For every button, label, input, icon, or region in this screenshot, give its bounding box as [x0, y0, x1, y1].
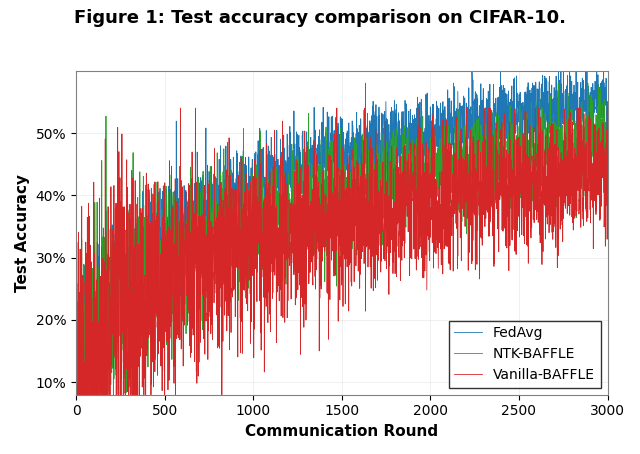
Vanilla-BAFFLE: [604, 183, 611, 188]
Vanilla-BAFFLE: [133, 202, 141, 207]
Y-axis label: Test Accuracy: Test Accuracy: [15, 174, 30, 292]
FedAvg: [276, 184, 284, 190]
NTK-BAFFLE: [72, 392, 80, 397]
Vanilla-BAFFLE: [593, 173, 601, 178]
Vanilla-BAFFLE: [276, 286, 284, 292]
Vanilla-BAFFLE: [73, 392, 81, 397]
X-axis label: Communication Round: Communication Round: [245, 424, 438, 439]
FedAvg: [300, 168, 307, 173]
Vanilla-BAFFLE: [177, 105, 184, 111]
FedAvg: [133, 252, 141, 257]
FedAvg: [72, 308, 80, 313]
Vanilla-BAFFLE: [536, 240, 544, 246]
Line: Vanilla-BAFFLE: Vanilla-BAFFLE: [76, 108, 607, 395]
FedAvg: [164, 249, 172, 254]
NTK-BAFFLE: [133, 259, 141, 265]
NTK-BAFFLE: [604, 146, 611, 151]
NTK-BAFFLE: [536, 118, 543, 123]
Vanilla-BAFFLE: [164, 280, 172, 286]
Vanilla-BAFFLE: [300, 178, 307, 184]
NTK-BAFFLE: [276, 237, 284, 242]
FedAvg: [604, 119, 611, 124]
Line: NTK-BAFFLE: NTK-BAFFLE: [76, 83, 607, 395]
FedAvg: [536, 101, 544, 106]
Text: Figure 1: Test accuracy comparison on CIFAR-10.: Figure 1: Test accuracy comparison on CI…: [74, 9, 566, 27]
NTK-BAFFLE: [299, 192, 307, 197]
Legend: FedAvg, NTK-BAFFLE, Vanilla-BAFFLE: FedAvg, NTK-BAFFLE, Vanilla-BAFFLE: [449, 321, 600, 388]
NTK-BAFFLE: [554, 80, 562, 86]
Vanilla-BAFFLE: [72, 226, 80, 232]
NTK-BAFFLE: [593, 129, 601, 134]
Line: FedAvg: FedAvg: [76, 58, 607, 395]
FedAvg: [72, 392, 80, 397]
FedAvg: [593, 92, 601, 98]
FedAvg: [497, 55, 504, 61]
NTK-BAFFLE: [164, 256, 172, 261]
